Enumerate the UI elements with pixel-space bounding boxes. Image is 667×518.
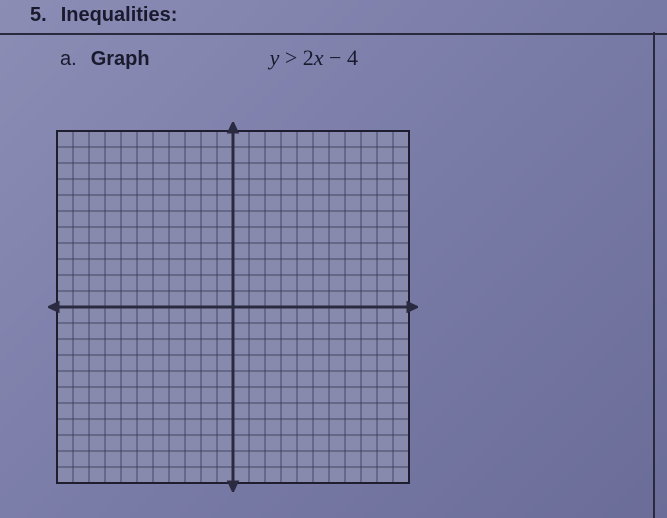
problem-number: 5. (30, 4, 47, 27)
var-y: y (270, 45, 280, 70)
subproblem-row: a. Graph y > 2x − 4 (0, 35, 667, 71)
greater-than: > (285, 45, 297, 70)
grid-svg (48, 122, 418, 492)
column-divider (653, 32, 655, 518)
coordinate-grid (48, 122, 418, 492)
var-x: x (314, 45, 324, 70)
inequality-expression: y > 2x − 4 (270, 45, 358, 71)
subproblem-letter: a. (60, 48, 77, 71)
constant: 4 (347, 45, 358, 70)
minus-sign: − (329, 45, 341, 70)
problem-header: 5. Inequalities: (0, 0, 667, 35)
coefficient: 2 (303, 45, 314, 70)
subproblem-label: Graph (91, 48, 150, 71)
problem-title: Inequalities: (61, 4, 178, 27)
